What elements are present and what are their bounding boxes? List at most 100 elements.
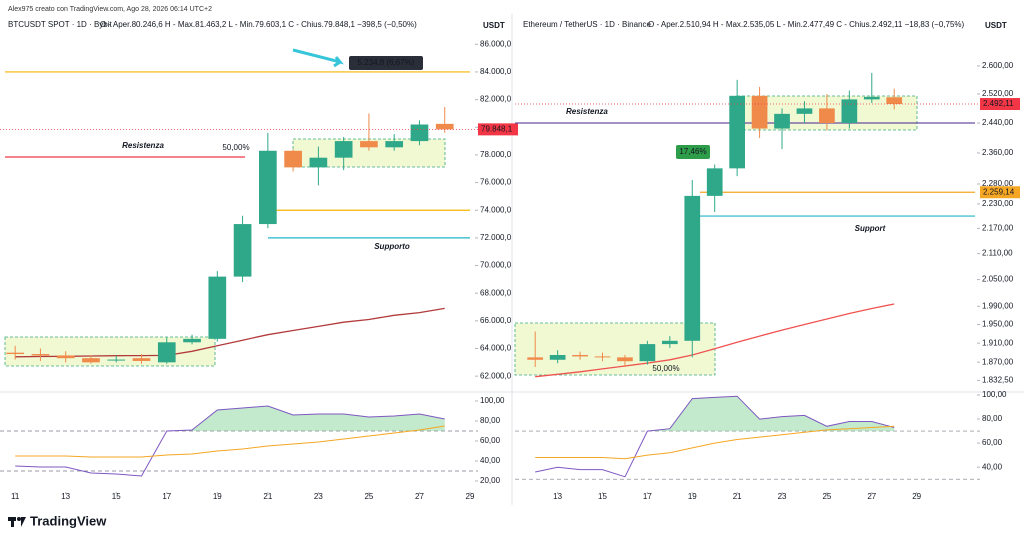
- y-tick-label: 1.870,00: [982, 357, 1014, 366]
- y-tick-label: 70.000,0: [480, 261, 512, 270]
- chart-title: Ethereum / TetherUS · 1D · Binance: [523, 20, 651, 29]
- x-tick-label: 21: [733, 492, 742, 501]
- candle-body: [334, 141, 353, 158]
- y-tick-label: 86.000,0: [480, 39, 512, 48]
- candle-body: [527, 357, 544, 360]
- chart-title: BTCUSDT SPOT · 1D · Bybit: [8, 20, 113, 29]
- ohlc-text: O - Aper.80.246,6 H - Max.81.463,2 L - M…: [100, 20, 417, 29]
- rsi-ma-line: [15, 425, 445, 458]
- rsi-overbought-fill: [15, 406, 445, 431]
- candle-body: [841, 99, 858, 124]
- candle-body: [751, 95, 768, 129]
- y-tick-label: 78.000,0: [480, 150, 512, 159]
- y-tick-label: 72.000,0: [480, 233, 512, 242]
- candle-body: [157, 342, 176, 363]
- rsi-tick-label: 20,00: [480, 476, 501, 485]
- y-tick-label: 84.000,0: [480, 67, 512, 76]
- candle-body: [6, 352, 25, 355]
- candle-body: [208, 276, 227, 339]
- y-tick-label: 1.910,00: [982, 338, 1014, 347]
- price-label: 2.259,14: [983, 187, 1015, 196]
- candle-body: [863, 96, 880, 100]
- x-tick-label: 15: [598, 492, 607, 501]
- candle-body: [729, 95, 745, 169]
- rsi-tick-label: 80,00: [982, 414, 1003, 423]
- x-tick-label: 25: [822, 492, 831, 501]
- candle-body: [819, 108, 835, 124]
- ohlc-text: O - Aper.2.510,94 H - Max.2.535,05 L - M…: [648, 20, 965, 29]
- candle-body: [56, 355, 75, 359]
- candle-body: [410, 124, 429, 142]
- candle-body: [385, 141, 404, 148]
- rsi-ma-line: [535, 425, 895, 460]
- candle-body: [774, 113, 790, 129]
- candle-body: [360, 141, 378, 148]
- rsi-line: [535, 395, 895, 478]
- candle-body: [886, 97, 903, 105]
- level-label: Resistenza: [122, 141, 164, 150]
- candle-body: [796, 108, 813, 114]
- x-tick-label: 25: [364, 492, 373, 501]
- y-tick-label: 2.360,00: [982, 148, 1014, 157]
- x-tick-label: 11: [11, 492, 20, 501]
- y-tick-label: 2.110,00: [982, 249, 1013, 258]
- y-tick-label: 2.230,00: [982, 199, 1014, 208]
- candle-body: [259, 150, 277, 225]
- y-tick-label: 1.950,00: [982, 320, 1014, 329]
- level-label: Resistenza: [566, 107, 608, 116]
- y-tick-label: 2.520,00: [982, 89, 1014, 98]
- y-tick-label: 2.600,00: [982, 61, 1014, 70]
- x-tick-label: 15: [112, 492, 121, 501]
- annotation-arrow: [292, 48, 344, 68]
- brand-logo: [8, 517, 26, 527]
- y-tick-label: 2.280,00: [982, 179, 1014, 188]
- candle-body: [572, 354, 588, 357]
- x-tick-label: 23: [778, 492, 787, 501]
- y-tick-label: 1.832,50: [982, 375, 1014, 384]
- candle-body: [661, 340, 678, 345]
- y-tick-label: 1.990,00: [982, 301, 1014, 310]
- currency: USDT: [483, 21, 505, 30]
- rsi-tick-label: 100,00: [480, 396, 505, 405]
- candle-body: [82, 358, 100, 363]
- candle-body: [594, 356, 611, 358]
- x-tick-label: 23: [314, 492, 323, 501]
- moving-average: [535, 303, 895, 378]
- rsi-tick-label: 100,00: [982, 390, 1007, 399]
- y-tick-label: 76.000,0: [480, 178, 512, 187]
- y-tick-label: 2.440,00: [982, 118, 1014, 127]
- y-tick-label: 62.000,0: [480, 371, 512, 380]
- x-tick-label: 13: [61, 492, 70, 501]
- last-price-box: [478, 123, 518, 136]
- y-tick-label: 66.000,0: [480, 316, 512, 325]
- range-box: [514, 322, 716, 376]
- x-tick-label: 19: [688, 492, 697, 501]
- candle-body: [617, 357, 633, 362]
- last-price-box: [980, 98, 1020, 111]
- annotation-box: [676, 145, 710, 159]
- last-price-label: 2.492,11: [983, 99, 1014, 108]
- x-tick-label: 17: [643, 492, 652, 501]
- rsi-tick-label: 60,00: [982, 438, 1003, 447]
- candle-body: [684, 195, 701, 341]
- x-tick-label: 21: [263, 492, 272, 501]
- level-label: Supporto: [374, 242, 410, 251]
- candle-body: [284, 150, 302, 168]
- candle-body: [549, 354, 566, 360]
- x-tick-label: 13: [553, 492, 562, 501]
- price-label-box: [980, 186, 1020, 199]
- x-tick-label: 27: [867, 492, 876, 501]
- rsi-tick-label: 40,00: [982, 462, 1003, 471]
- x-tick-label: 19: [213, 492, 222, 501]
- moving-average: [15, 307, 445, 358]
- y-tick-label: 2.170,00: [982, 224, 1014, 233]
- y-tick-label: 82.000,0: [480, 95, 512, 104]
- last-price-label: 79.848,1: [481, 124, 513, 133]
- level-label: Support: [855, 224, 886, 233]
- header: Alex975 creato con TradingView.com, Ago …: [8, 6, 212, 13]
- annotation: 5.234,8 (6,67%): [358, 58, 415, 67]
- x-tick-label: 29: [466, 492, 475, 501]
- candle-body: [639, 344, 656, 362]
- brand: TradingView: [30, 513, 107, 528]
